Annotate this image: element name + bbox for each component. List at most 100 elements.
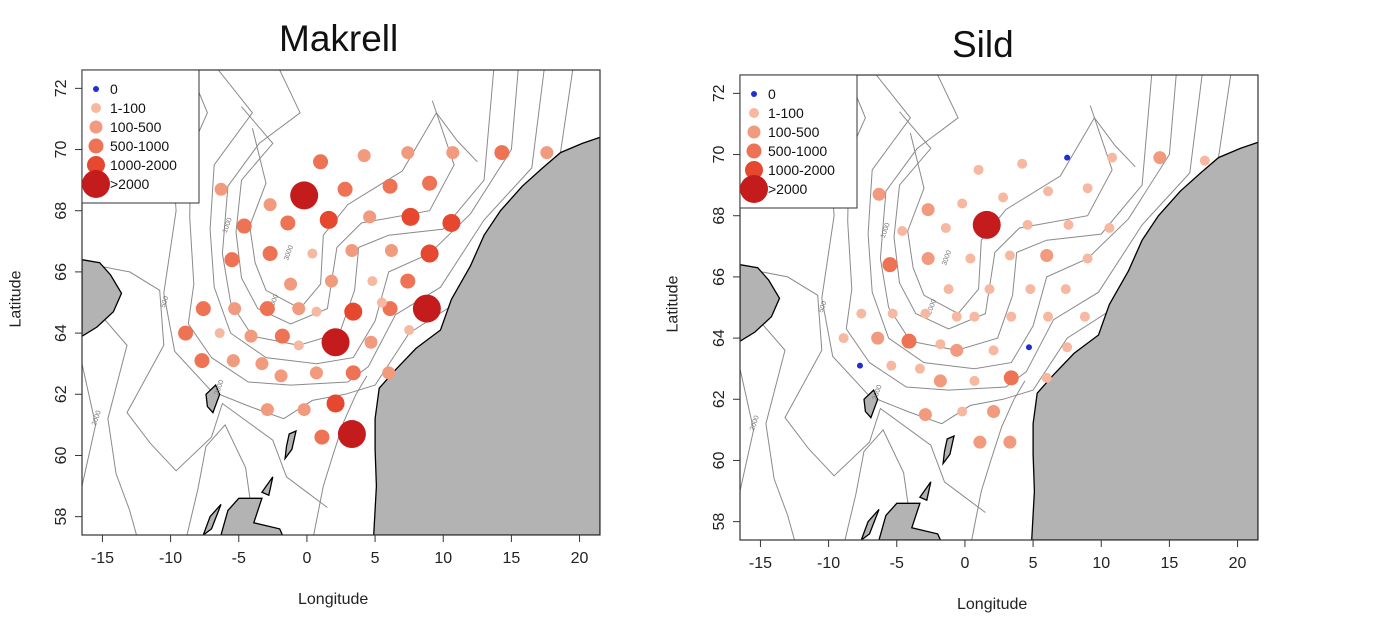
catch-point <box>307 248 318 259</box>
catch-point <box>872 187 886 201</box>
legend-symbol <box>746 143 762 159</box>
catch-point <box>1003 435 1017 449</box>
catch-point <box>1082 183 1093 194</box>
catch-point <box>326 394 345 413</box>
legend-box <box>739 74 858 209</box>
catch-point <box>260 403 274 417</box>
catch-point <box>337 181 353 197</box>
catch-point <box>382 301 398 317</box>
catch-point <box>1043 186 1054 197</box>
y-tick-label: 66 <box>53 263 70 281</box>
catch-point <box>228 302 242 316</box>
catch-point <box>236 218 252 234</box>
land-island <box>863 388 879 419</box>
catch-point <box>935 339 946 350</box>
y-tick-label: 58 <box>711 513 728 531</box>
x-tick-label: 5 <box>1029 555 1038 572</box>
x-tick-label: -10 <box>817 555 840 572</box>
catch-point <box>1025 344 1032 351</box>
catch-point <box>262 246 278 262</box>
land-island <box>260 476 274 497</box>
catch-point <box>280 215 296 231</box>
y-tick-label: 60 <box>53 446 70 464</box>
catch-point <box>367 276 378 287</box>
catch-point <box>442 213 461 232</box>
catch-point <box>1153 151 1167 165</box>
catch-point <box>1079 311 1090 322</box>
contour-line <box>82 292 137 535</box>
legend: 0 1-100 100-500 500-1000 1000-2000 >2000 <box>81 69 200 204</box>
legend-entry: 1-100 <box>110 100 146 116</box>
chart-title-makrell: Makrell <box>279 18 399 59</box>
catch-point <box>259 301 275 317</box>
catch-point <box>1025 284 1036 295</box>
catch-point <box>1017 158 1028 169</box>
contour-label: 2000 <box>91 410 103 427</box>
legend-symbol <box>740 175 768 203</box>
legend-symbol <box>751 91 757 97</box>
catch-point <box>345 243 359 257</box>
land-scandinavia <box>373 136 600 535</box>
catch-point <box>950 343 964 357</box>
legend: 0 1-100 100-500 500-1000 1000-2000 >2000 <box>739 74 858 209</box>
y-tick-label: 64 <box>711 329 728 347</box>
catch-point <box>293 340 304 351</box>
legend-symbol <box>87 156 105 174</box>
catch-point <box>255 357 269 371</box>
land-island <box>220 497 284 535</box>
x-axis-label-makrell: Longitude <box>298 591 369 608</box>
catch-point <box>195 301 211 317</box>
catch-point <box>382 178 398 194</box>
catch-point <box>313 154 329 170</box>
contour-line <box>235 100 455 325</box>
catch-point <box>226 354 240 368</box>
catch-point <box>337 420 366 449</box>
catch-point <box>1022 219 1033 230</box>
catch-point <box>292 302 306 316</box>
legend-entry: 500-1000 <box>110 138 169 154</box>
catch-point <box>856 362 863 369</box>
catch-point <box>1064 154 1071 161</box>
x-tick-label: -15 <box>749 555 772 572</box>
y-tick-label: 60 <box>711 451 728 469</box>
catch-point <box>284 277 298 291</box>
contour-line <box>249 111 478 310</box>
catch-point <box>1062 342 1073 353</box>
catch-point <box>194 353 210 369</box>
catch-point <box>921 252 935 266</box>
catch-point <box>886 360 897 371</box>
catch-point <box>973 164 984 175</box>
catch-point <box>1040 248 1054 262</box>
catch-point <box>540 146 554 160</box>
x-tick-label: 20 <box>1229 555 1247 572</box>
catch-point <box>957 198 968 209</box>
catch-point <box>1003 370 1019 386</box>
catch-point <box>376 297 387 308</box>
catch-point <box>882 257 898 273</box>
catch-point <box>969 311 980 322</box>
plot-frame <box>739 74 1259 541</box>
catch-point <box>344 302 363 321</box>
contour-line <box>867 75 1177 370</box>
x-tick-label: 20 <box>571 550 589 567</box>
catch-point <box>224 252 240 268</box>
contour-line <box>844 429 914 540</box>
legend-symbol <box>747 125 761 139</box>
catch-point <box>263 198 277 212</box>
map-makrell: 500 1000 2000 3000 2000 2000 -15 -10 -5 0 5 10 15 20 5… <box>53 69 601 567</box>
catch-point <box>404 325 415 336</box>
contour-line <box>740 267 986 513</box>
catch-point <box>1063 219 1074 230</box>
catch-point <box>887 308 898 319</box>
catch-point <box>1082 253 1093 264</box>
catch-point <box>494 145 510 161</box>
catch-point <box>984 284 995 295</box>
x-tick-label: 15 <box>502 550 520 567</box>
catch-point <box>274 328 290 344</box>
land-island <box>860 508 880 540</box>
catch-point <box>384 243 398 257</box>
y-tick-label: 68 <box>711 207 728 225</box>
legend-entry: 100-500 <box>110 119 162 135</box>
catch-point <box>988 345 999 356</box>
legend-symbol <box>91 103 101 113</box>
